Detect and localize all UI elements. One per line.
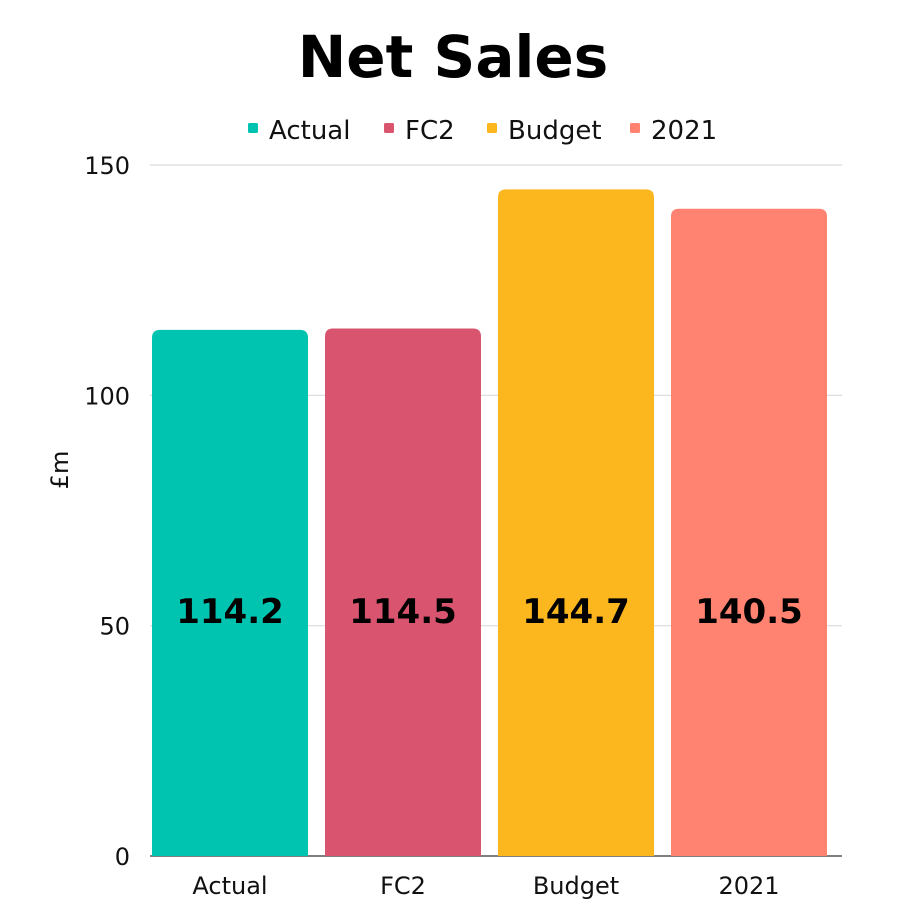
gridlines: 0 50 100 150 <box>84 152 842 871</box>
value-labels: 114.2 Actual 114.5 FC2 144.7 Budget 140.5 2021 <box>176 592 803 900</box>
legend-label: Budget <box>508 116 602 146</box>
bar-2021 <box>671 208 827 857</box>
x-tick-label: 2021 <box>718 872 779 900</box>
x-tick-label: Budget <box>533 872 619 900</box>
legend-swatch <box>384 123 394 133</box>
y-tick-label: 50 <box>99 613 130 641</box>
y-axis-label: £m <box>46 451 74 490</box>
bar-fc2 <box>325 328 481 857</box>
x-tick-label: Actual <box>192 872 267 900</box>
y-tick-label: 0 <box>115 843 130 871</box>
bar-budget <box>498 189 654 856</box>
legend-label: FC2 <box>405 116 455 146</box>
legend-swatch <box>630 123 640 133</box>
chart-title: Net Sales <box>298 23 608 91</box>
legend-label: Actual <box>269 116 350 146</box>
x-tick-label: FC2 <box>380 872 426 900</box>
legend: Actual FC2 Budget 2021 <box>248 116 717 146</box>
legend-swatch <box>248 123 258 133</box>
legend-label: 2021 <box>651 116 717 146</box>
bar-actual <box>152 329 308 856</box>
y-tick-label: 100 <box>84 382 130 410</box>
value-label: 144.7 <box>522 592 630 632</box>
legend-swatch <box>487 123 497 133</box>
value-label: 114.2 <box>176 592 284 632</box>
y-tick-label: 150 <box>84 152 130 180</box>
value-label: 140.5 <box>695 592 803 632</box>
value-label: 114.5 <box>349 592 457 632</box>
bars <box>152 189 827 857</box>
